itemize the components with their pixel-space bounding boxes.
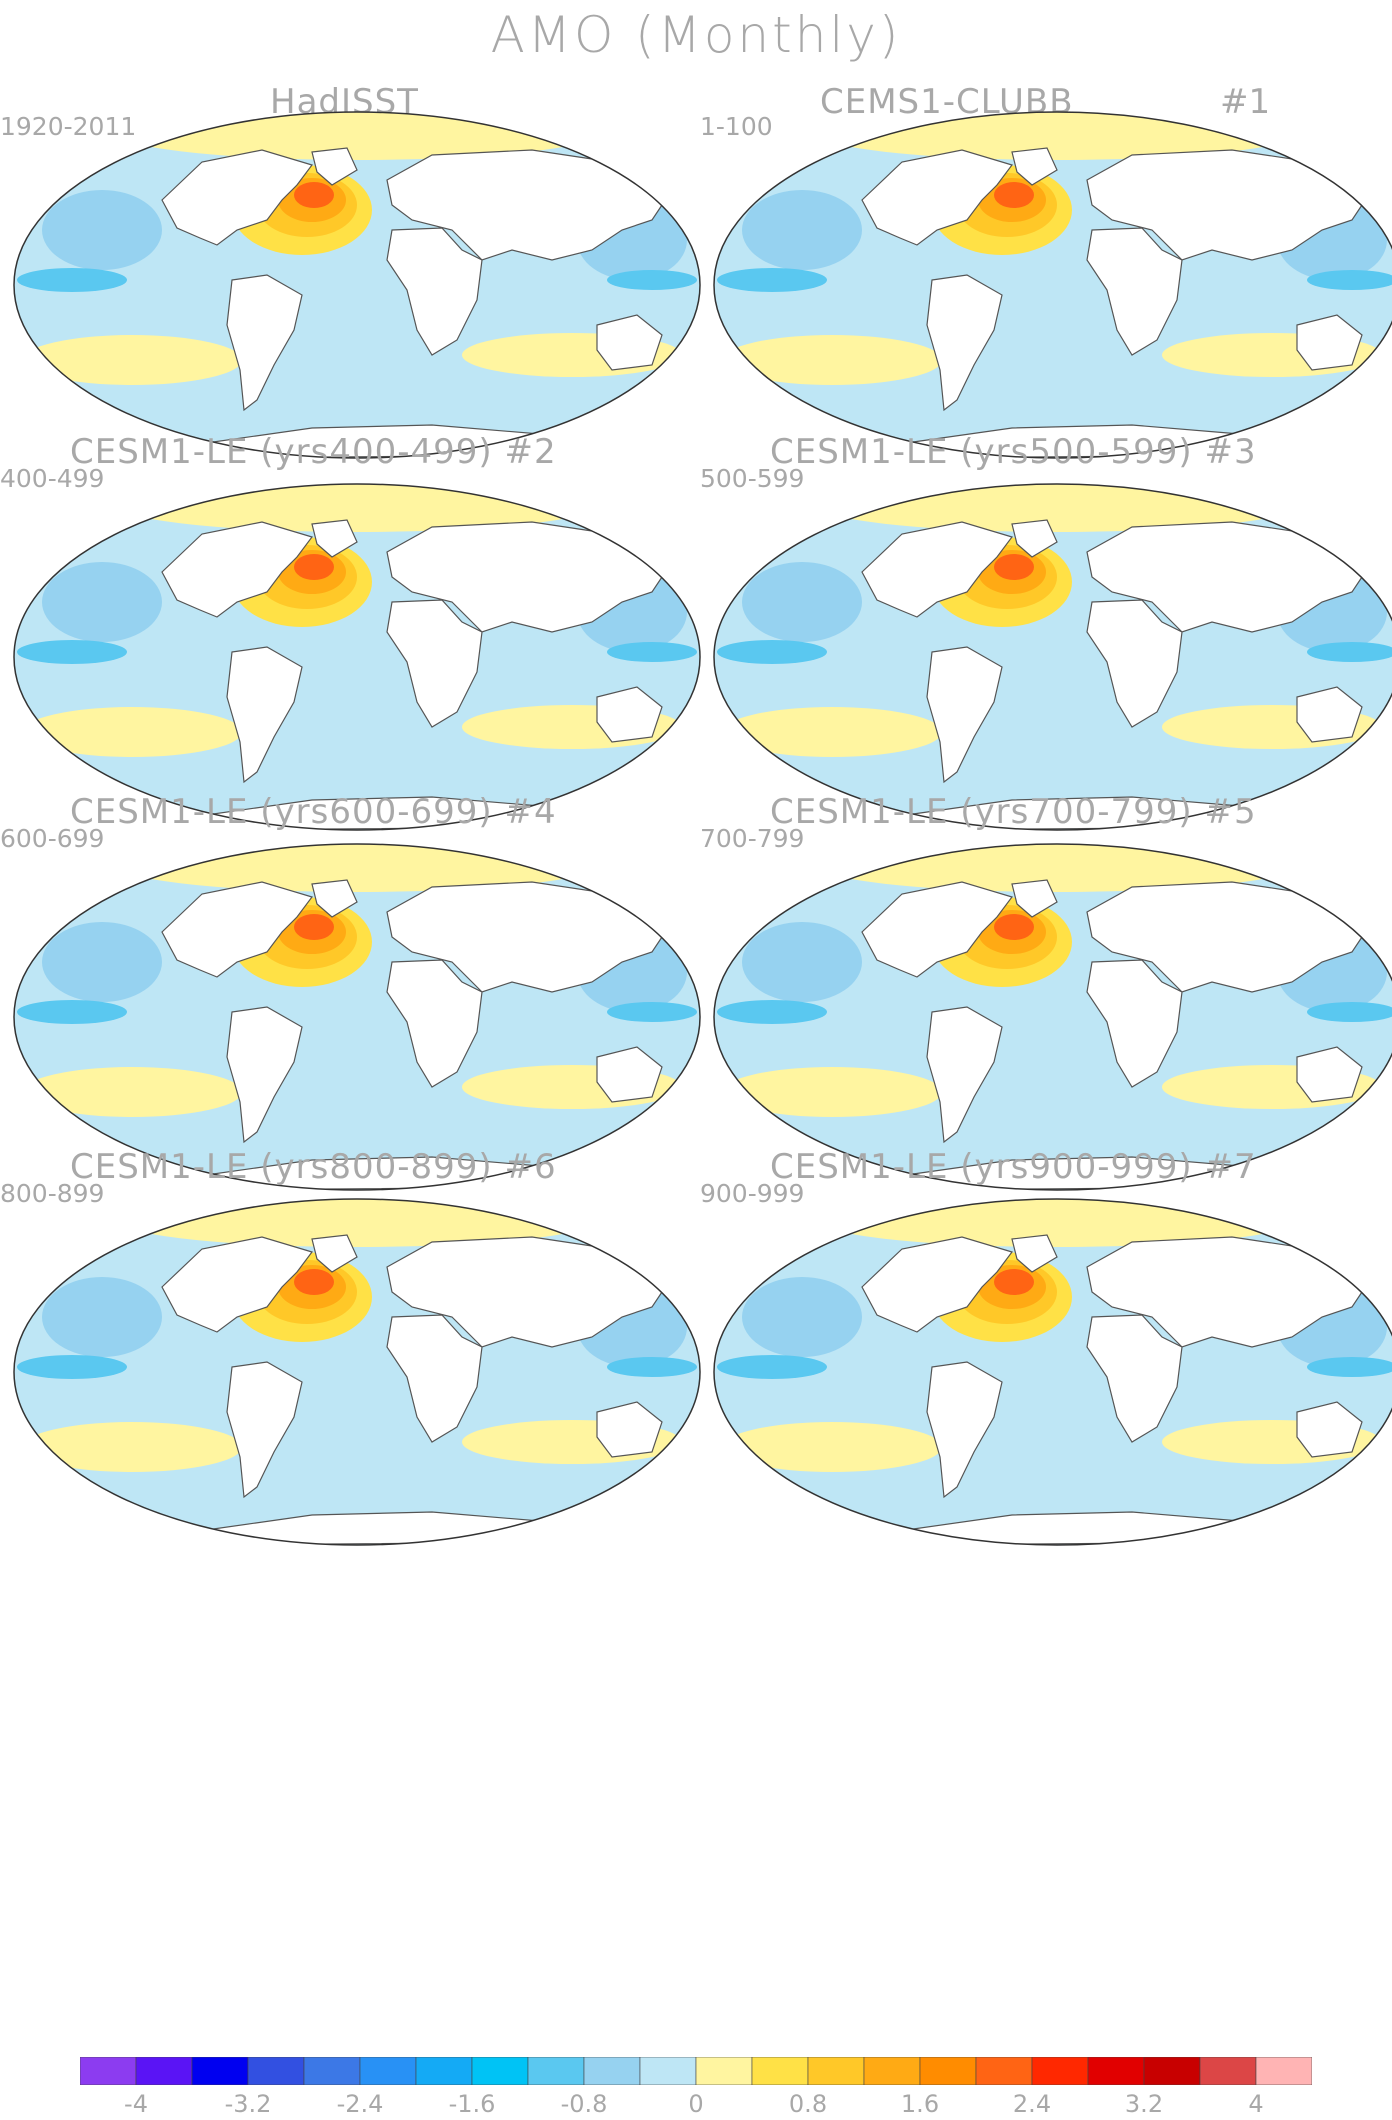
panel-years: 1-100 [700, 112, 773, 141]
panel-years: 400-499 [0, 464, 105, 493]
colorbar [80, 2057, 1312, 2085]
panel-years: 800-899 [0, 1179, 105, 1208]
panel-title: CESM1-LE (yrs700-799) #5 [770, 792, 1257, 832]
colorbar-tick-label: 1.6 [900, 2090, 940, 2118]
colorbar-swatch [807, 2057, 865, 2085]
colorbar-tick-label: 0 [688, 2090, 704, 2118]
colorbar-swatch [919, 2057, 977, 2085]
panel-years: 1920-2011 [0, 112, 137, 141]
colorbar-swatch [975, 2057, 1033, 2085]
panel-years: 600-699 [0, 824, 105, 853]
sst-anomaly-map [713, 483, 1392, 831]
colorbar-swatch [191, 2057, 249, 2085]
panel-title: CESM1-LE (yrs500-599) #3 [770, 432, 1257, 472]
colorbar-swatch [1199, 2057, 1257, 2085]
colorbar-swatch [303, 2057, 361, 2085]
sst-anomaly-map [713, 111, 1392, 459]
panel-years: 700-799 [700, 824, 805, 853]
colorbar-swatch [415, 2057, 473, 2085]
colorbar-swatch [639, 2057, 697, 2085]
colorbar-swatch [695, 2057, 753, 2085]
colorbar-swatch [359, 2057, 417, 2085]
sst-anomaly-map [13, 843, 701, 1191]
colorbar-tick-label: 3.2 [1124, 2090, 1164, 2118]
sst-anomaly-map [713, 843, 1392, 1191]
colorbar-swatch [135, 2057, 193, 2085]
colorbar-tick-label: -2.4 [336, 2090, 384, 2118]
figure-title: AMO (Monthly) [490, 6, 902, 64]
panel-years: 900-999 [700, 1179, 805, 1208]
colorbar-swatch [863, 2057, 921, 2085]
colorbar-tick-label: 4 [1248, 2090, 1264, 2118]
map-panel: CEMS1-CLUBB #1 1-100 [700, 82, 1392, 552]
colorbar-swatch [1143, 2057, 1201, 2085]
sst-anomaly-map [713, 1198, 1392, 1546]
colorbar-swatch [247, 2057, 305, 2085]
colorbar-swatch [1255, 2057, 1312, 2085]
panel-years: 500-599 [700, 464, 805, 493]
map-panel: HadISST 1920-2011 [0, 82, 701, 552]
colorbar-swatch [583, 2057, 641, 2085]
colorbar-tick-label: 2.4 [1012, 2090, 1052, 2118]
colorbar-swatch [1031, 2057, 1089, 2085]
panel-title: CESM1-LE (yrs800-899) #6 [70, 1147, 557, 1187]
panel-title: CESM1-LE (yrs600-699) #4 [70, 792, 557, 832]
colorbar-swatch [80, 2057, 137, 2085]
panel-title: CESM1-LE (yrs400-499) #2 [70, 432, 557, 472]
colorbar-swatch [471, 2057, 529, 2085]
colorbar-tick-label: -4 [124, 2090, 148, 2118]
sst-anomaly-map [13, 1198, 701, 1546]
colorbar-labels: -4 -3.2 -2.4 -1.6 -0.8 0 0.8 1.6 2.4 3.2 4 [0, 2090, 1392, 2120]
sst-anomaly-map [13, 111, 701, 459]
sst-anomaly-map [13, 483, 701, 831]
colorbar-swatch [1087, 2057, 1145, 2085]
panel-title: CESM1-LE (yrs900-999) #7 [770, 1147, 1257, 1187]
colorbar-swatch [751, 2057, 809, 2085]
colorbar-tick-label: -3.2 [224, 2090, 272, 2118]
colorbar-tick-label: 0.8 [788, 2090, 828, 2118]
colorbar-tick-label: -0.8 [560, 2090, 608, 2118]
colorbar-swatch [527, 2057, 585, 2085]
colorbar-tick-label: -1.6 [448, 2090, 496, 2118]
panel-tag: #1 [1220, 82, 1271, 122]
